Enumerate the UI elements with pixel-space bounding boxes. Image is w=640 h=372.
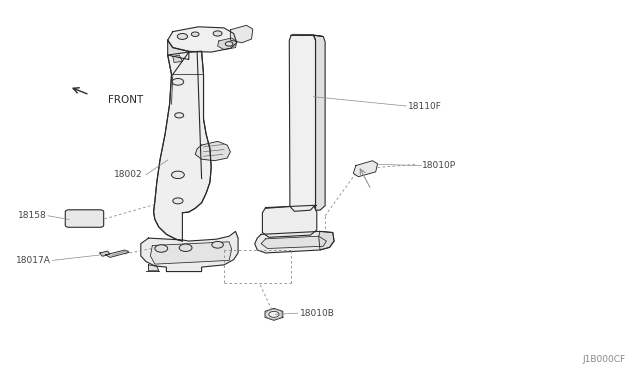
Polygon shape: [218, 38, 237, 49]
Polygon shape: [168, 40, 189, 60]
Text: 18110F: 18110F: [408, 102, 442, 110]
Text: 18017A: 18017A: [17, 256, 51, 265]
Circle shape: [212, 241, 223, 248]
Polygon shape: [173, 55, 182, 62]
Polygon shape: [291, 34, 323, 36]
Circle shape: [191, 32, 199, 36]
Circle shape: [155, 245, 168, 252]
Polygon shape: [106, 250, 129, 257]
Circle shape: [177, 33, 188, 39]
Circle shape: [172, 78, 184, 85]
Polygon shape: [265, 308, 283, 320]
Polygon shape: [319, 231, 334, 250]
Circle shape: [172, 171, 184, 179]
Circle shape: [179, 244, 192, 251]
Text: 18158: 18158: [18, 211, 47, 220]
Polygon shape: [168, 27, 237, 52]
Polygon shape: [195, 141, 230, 161]
Polygon shape: [154, 51, 211, 241]
Polygon shape: [262, 205, 317, 237]
Circle shape: [213, 31, 222, 36]
Circle shape: [175, 113, 184, 118]
Polygon shape: [141, 231, 238, 272]
Polygon shape: [314, 35, 325, 210]
Polygon shape: [150, 242, 232, 264]
Polygon shape: [289, 35, 316, 211]
Polygon shape: [261, 236, 326, 248]
Text: 18002: 18002: [113, 170, 142, 179]
Polygon shape: [353, 161, 378, 177]
FancyBboxPatch shape: [65, 210, 104, 227]
Polygon shape: [100, 251, 110, 256]
Text: 18010P: 18010P: [422, 161, 456, 170]
Circle shape: [225, 42, 233, 46]
Text: FRONT: FRONT: [108, 96, 143, 105]
Polygon shape: [230, 25, 253, 43]
Circle shape: [269, 311, 279, 317]
Polygon shape: [255, 231, 334, 253]
Circle shape: [173, 198, 183, 204]
Text: J1B000CF: J1B000CF: [583, 355, 626, 364]
Polygon shape: [148, 265, 159, 271]
Text: 18010B: 18010B: [300, 309, 334, 318]
